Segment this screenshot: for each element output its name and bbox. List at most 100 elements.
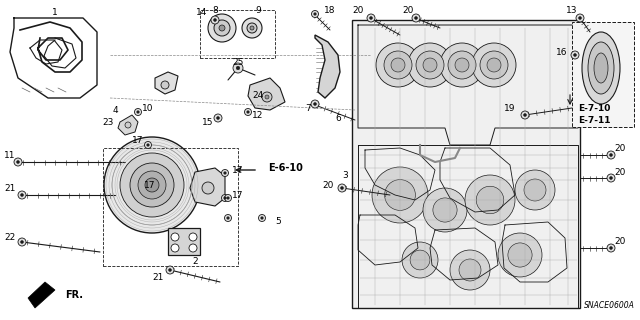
Circle shape [311,100,319,108]
Circle shape [579,17,581,20]
Circle shape [225,195,232,202]
Circle shape [211,16,219,24]
Text: 19: 19 [504,103,516,113]
Circle shape [465,175,515,225]
Text: 20: 20 [614,143,626,153]
Text: 22: 22 [4,234,15,243]
Circle shape [480,51,508,79]
Circle shape [14,158,22,166]
Circle shape [524,179,546,201]
Circle shape [314,103,316,105]
Circle shape [433,198,457,222]
Circle shape [17,161,19,164]
Text: E-7-11: E-7-11 [578,116,611,124]
Circle shape [18,191,26,199]
Text: 9: 9 [255,5,261,14]
Circle shape [607,151,615,159]
Polygon shape [28,282,55,308]
Text: 12: 12 [252,110,264,119]
Circle shape [161,81,169,89]
Text: 4: 4 [112,106,118,115]
Circle shape [515,170,555,210]
Text: 15: 15 [202,117,214,126]
Bar [572,22,634,127]
Circle shape [189,233,197,241]
Circle shape [250,26,254,30]
Circle shape [168,268,172,271]
Polygon shape [118,115,138,135]
Text: 21: 21 [152,274,164,283]
Circle shape [314,13,316,15]
Text: 11: 11 [4,150,16,159]
Polygon shape [190,168,225,206]
Text: 14: 14 [196,7,208,17]
Circle shape [227,197,229,199]
Circle shape [145,178,159,192]
Circle shape [145,181,152,188]
Circle shape [524,114,526,116]
Text: 8: 8 [212,5,218,14]
Text: 5: 5 [275,218,281,227]
Circle shape [455,58,469,72]
Circle shape [227,217,229,219]
Circle shape [233,63,243,73]
Text: SNACE0600A: SNACE0600A [584,301,635,310]
Circle shape [440,43,484,87]
Text: 17: 17 [232,165,244,174]
Circle shape [171,244,179,252]
Text: 2: 2 [192,258,198,267]
Text: 10: 10 [142,103,154,113]
Circle shape [391,58,405,72]
Text: FR.: FR. [65,290,83,300]
Circle shape [487,58,501,72]
Circle shape [134,108,141,116]
Circle shape [137,111,140,113]
Circle shape [370,17,372,20]
Circle shape [573,54,577,56]
Circle shape [166,266,174,274]
Circle shape [208,14,236,42]
Circle shape [147,144,149,146]
Circle shape [171,233,179,241]
Circle shape [262,92,272,102]
Circle shape [202,182,214,194]
Text: 16: 16 [556,47,568,57]
Text: 17: 17 [144,180,156,189]
Circle shape [244,108,252,116]
Circle shape [224,172,226,174]
Polygon shape [352,20,580,308]
Text: E-7-10: E-7-10 [578,103,611,113]
Circle shape [214,20,230,36]
Circle shape [221,170,228,177]
Circle shape [130,163,174,207]
Text: 18: 18 [324,5,336,14]
Text: 1: 1 [52,7,58,17]
Circle shape [508,243,532,267]
Text: 13: 13 [566,5,578,14]
Circle shape [338,184,346,192]
Circle shape [376,43,420,87]
Circle shape [20,241,24,244]
Text: 25: 25 [232,58,244,67]
Circle shape [607,174,615,182]
Text: 17: 17 [232,190,244,199]
Text: 17: 17 [132,135,144,145]
Text: 20: 20 [323,180,333,189]
Circle shape [450,250,490,290]
Circle shape [120,153,184,217]
Text: 20: 20 [403,5,413,14]
Circle shape [214,19,216,21]
Circle shape [260,217,263,219]
Circle shape [476,186,504,214]
Circle shape [448,51,476,79]
Ellipse shape [588,42,614,94]
Circle shape [247,111,249,113]
Circle shape [219,25,225,31]
Circle shape [372,167,428,223]
Circle shape [415,17,417,20]
Circle shape [18,238,26,246]
Circle shape [104,137,200,233]
Circle shape [216,116,220,119]
Circle shape [459,259,481,281]
Circle shape [312,11,319,18]
